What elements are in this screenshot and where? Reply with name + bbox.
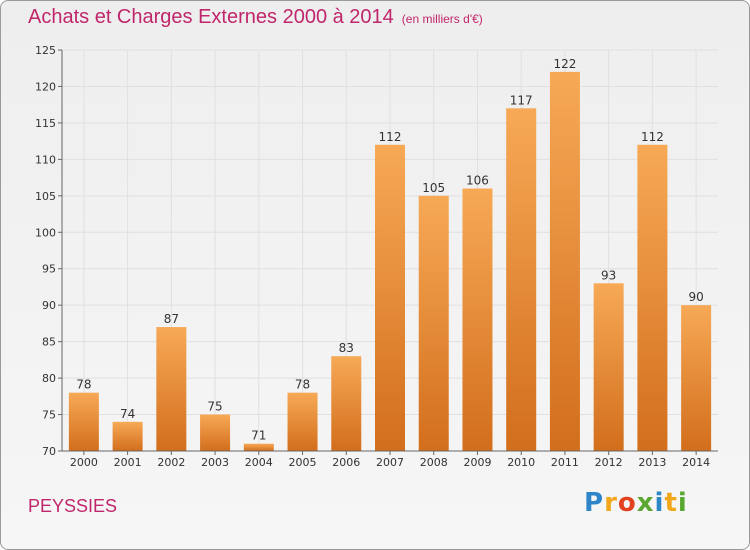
logo-letter: i [677, 488, 688, 518]
y-tick-label: 125 [35, 44, 56, 57]
y-tick-label: 95 [42, 263, 56, 276]
data-labels: 78 74 87 75 71 78 83 112 105 106 117 122 93 112 90 [76, 57, 704, 443]
logo-letter: i [654, 488, 665, 518]
bar [287, 392, 318, 451]
x-tick-label: 2003 [201, 456, 229, 469]
data-label: 112 [641, 130, 664, 144]
data-label: 83 [339, 341, 354, 355]
bar [462, 188, 493, 451]
y-tick-label: 120 [35, 80, 56, 93]
bar [200, 414, 231, 451]
y-tick-label: 80 [42, 372, 56, 385]
data-label: 75 [207, 400, 222, 414]
proxiti-logo: Proxiti [584, 488, 688, 518]
chart-subtitle: (en milliers d'€) [401, 12, 483, 26]
data-label: 74 [120, 407, 135, 421]
axes [61, 50, 718, 452]
y-tick-label: 115 [35, 117, 56, 130]
x-tick-label: 2002 [157, 456, 185, 469]
chart-title: Achats et Charges Externes 2000 à 2014 [28, 6, 394, 28]
x-tick-label: 2000 [70, 456, 98, 469]
logo-letter: P [584, 488, 605, 518]
x-tick-label: 2004 [245, 456, 273, 469]
bar [681, 305, 712, 451]
data-label: 93 [601, 268, 616, 282]
y-tick-label: 90 [42, 299, 56, 312]
y-tick-label: 100 [35, 226, 56, 239]
bar [112, 421, 143, 451]
data-label: 87 [164, 312, 179, 326]
x-tick-label: 2013 [638, 456, 666, 469]
chart-title-block: Achats et Charges Externes 2000 à 2014 (e… [28, 6, 483, 29]
x-tick-label: 2008 [420, 456, 448, 469]
x-tick-label: 2009 [463, 456, 491, 469]
data-label: 78 [295, 378, 310, 392]
x-tick-label: 2001 [114, 456, 142, 469]
x-tick-label: 2006 [332, 456, 360, 469]
y-tick-label: 75 [42, 409, 56, 422]
bar [156, 327, 187, 451]
data-label: 90 [688, 290, 703, 304]
y-tick-label: 85 [42, 336, 56, 349]
data-label: 117 [510, 93, 533, 107]
x-tick-label: 2011 [551, 456, 579, 469]
data-label: 106 [466, 174, 489, 188]
x-tick-label: 2007 [376, 456, 404, 469]
commune-name: PEYSSIES [28, 496, 118, 516]
logo-letter: x [636, 488, 655, 518]
data-label: 112 [379, 130, 402, 144]
bar [331, 356, 362, 451]
bar [593, 283, 624, 451]
data-label: 105 [422, 181, 445, 195]
data-label: 78 [76, 378, 91, 392]
data-label: 71 [251, 429, 266, 443]
x-tick-label: 2014 [682, 456, 710, 469]
bar [506, 108, 537, 451]
data-label: 122 [553, 57, 576, 71]
logo-letter: t [664, 488, 678, 518]
y-tick-label: 70 [42, 445, 56, 458]
bars [68, 71, 712, 455]
bar [243, 443, 274, 451]
logo-letter: r [604, 488, 618, 518]
y-tick-labels: 70 75 80 85 90 95 100 105 110 115 120 125 [35, 44, 56, 458]
x-tick-label: 2012 [595, 456, 623, 469]
y-tick-label: 110 [35, 153, 56, 166]
bar [68, 392, 99, 451]
y-tick-label: 105 [35, 190, 56, 203]
bar [637, 144, 668, 452]
x-tick-labels: 2000 2001 2002 2003 2004 2005 2006 2007 2008 2009… [70, 456, 710, 469]
x-tick-label: 2005 [289, 456, 317, 469]
bar [375, 144, 405, 452]
x-tick-label: 2010 [507, 456, 535, 469]
logo-letter: o [617, 488, 637, 518]
bar [549, 71, 580, 451]
bar [418, 195, 449, 451]
